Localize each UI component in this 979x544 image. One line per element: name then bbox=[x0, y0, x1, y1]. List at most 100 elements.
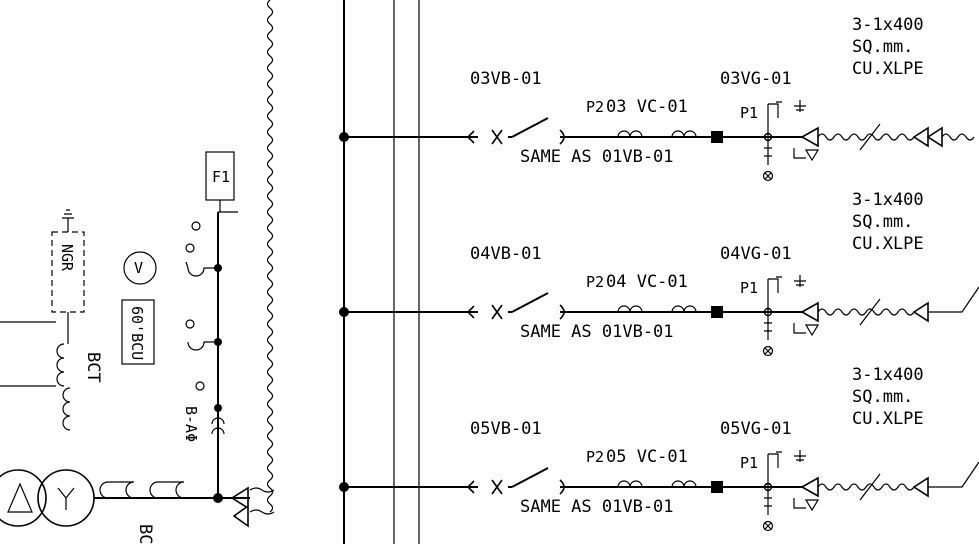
p2-label: P2 bbox=[586, 448, 604, 466]
cable-wave-icon bbox=[817, 308, 915, 316]
ct-icon bbox=[149, 481, 185, 499]
cable-spec-line: CU.XLPE bbox=[852, 59, 924, 79]
transformer-winding-circle bbox=[0, 469, 47, 527]
wye-symbol-icon bbox=[57, 487, 75, 510]
cable-wave-icon bbox=[817, 133, 915, 141]
cable-termination-icon bbox=[800, 126, 819, 148]
left-termination-icon bbox=[230, 486, 249, 528]
remote-termination-icon bbox=[912, 301, 929, 323]
cable-termination-icon bbox=[800, 476, 819, 498]
vt-section: F1 V 60'BCU B-AΦ bbox=[94, 151, 275, 528]
cable-wave-icon bbox=[817, 483, 915, 491]
cable-spec-line: SQ.mm. bbox=[852, 212, 913, 232]
earth-switch-icon bbox=[764, 497, 772, 507]
p2-label: P2 bbox=[586, 273, 604, 291]
ct-tag: 05 VC-01 bbox=[606, 447, 688, 467]
ct-tag: 03 VC-01 bbox=[606, 97, 688, 117]
busbar-group bbox=[343, 0, 420, 544]
disconnect-arrow-icon bbox=[466, 130, 478, 144]
ct-marker-square bbox=[711, 306, 723, 318]
earth-switch-icon bbox=[764, 147, 772, 157]
p2-label: P2 bbox=[586, 98, 604, 116]
surge-arrester-icon bbox=[793, 323, 820, 337]
ngr-label: NGR bbox=[58, 244, 76, 272]
disconnect-arrow-icon bbox=[466, 480, 478, 494]
feeder-05: 05VB-01 05VG-01 05 VC-01 P2 P1 SAME AS 0… bbox=[339, 365, 979, 532]
breaker-switch-blade bbox=[511, 117, 549, 138]
transformer-winding-circle bbox=[37, 469, 95, 527]
bct-coil-icon bbox=[62, 387, 71, 431]
cable-spec-line: CU.XLPE bbox=[852, 409, 924, 429]
cable-tag: 03VG-01 bbox=[720, 69, 792, 89]
p1-label: P1 bbox=[740, 104, 758, 122]
cable-spec-line: SQ.mm. bbox=[852, 387, 913, 407]
relay-icon bbox=[185, 319, 195, 329]
ground-symbol-icon bbox=[768, 450, 806, 468]
pt-coil-icon bbox=[211, 417, 225, 435]
ct-marker-square bbox=[711, 481, 723, 493]
ground-symbol-icon bbox=[62, 209, 74, 232]
p1-label: P1 bbox=[740, 279, 758, 297]
surge-arrester-icon bbox=[793, 498, 820, 512]
transformer-section: BC BCT NGR bbox=[0, 209, 185, 544]
breaker-tag: 03VB-01 bbox=[470, 69, 542, 89]
bcu-label: 60'BCU bbox=[128, 306, 146, 360]
node-dot bbox=[214, 404, 222, 412]
breaker-x-icon bbox=[491, 129, 503, 145]
ct-coil-icon bbox=[617, 480, 643, 488]
cable-spec-line: SQ.mm. bbox=[852, 37, 913, 57]
cable-termination-icon bbox=[800, 301, 819, 323]
lamp-icon bbox=[762, 345, 774, 357]
cable-tag: 05VG-01 bbox=[720, 419, 792, 439]
breaker-tag: 05VB-01 bbox=[470, 419, 542, 439]
bct-label: BCT bbox=[83, 352, 103, 383]
breaker-x-icon bbox=[491, 479, 503, 495]
feeder-04: 04VB-01 04VG-01 04 VC-01 P2 P1 SAME AS 0… bbox=[339, 190, 979, 357]
relay-icon bbox=[195, 381, 205, 391]
breaker-tag: 04VB-01 bbox=[470, 244, 542, 264]
ct-marker-square bbox=[711, 131, 723, 143]
cable-tag: 04VG-01 bbox=[720, 244, 792, 264]
breaker-switch-blade bbox=[511, 292, 549, 313]
bottom-label-fragment: BC bbox=[135, 524, 155, 544]
same-as-note: SAME AS 01VB-01 bbox=[520, 147, 674, 167]
relay-icon bbox=[191, 221, 201, 231]
cable-spec-line: 3-1x400 bbox=[852, 365, 924, 385]
feeder-03: 03VB-01 03VG-01 03 VC-01 P2 P1 SAME AS 0… bbox=[339, 15, 975, 182]
ground-symbol-icon bbox=[768, 100, 806, 118]
ct-coil-icon bbox=[671, 130, 697, 138]
surge-arrester-icon bbox=[793, 148, 820, 162]
voltmeter-label: V bbox=[134, 259, 143, 277]
cable-spec-line: 3-1x400 bbox=[852, 190, 924, 210]
phase-label: B-AΦ bbox=[182, 406, 200, 442]
relay-icon bbox=[185, 243, 195, 253]
cable-spec-line: CU.XLPE bbox=[852, 234, 924, 254]
bct-lead-line bbox=[0, 321, 56, 387]
fuse-box-label: F1 bbox=[212, 168, 230, 186]
p1-label: P1 bbox=[740, 454, 758, 472]
delta-symbol-icon bbox=[7, 482, 33, 513]
remote-termination-icon bbox=[912, 126, 943, 148]
voltmeter-icon bbox=[123, 251, 157, 285]
cable-spec-line: 3-1x400 bbox=[852, 15, 924, 35]
cable-slash bbox=[859, 298, 881, 326]
lamp-icon bbox=[762, 170, 774, 182]
same-as-note: SAME AS 01VB-01 bbox=[520, 322, 674, 342]
ct-coil-icon bbox=[617, 305, 643, 313]
lamp-icon bbox=[762, 520, 774, 532]
cable-slash bbox=[859, 123, 881, 151]
same-as-note: SAME AS 01VB-01 bbox=[520, 497, 674, 517]
ct-coil-icon bbox=[671, 305, 697, 313]
remote-termination-icon bbox=[912, 476, 929, 498]
earth-switch-icon bbox=[764, 322, 772, 332]
bcu-box bbox=[121, 299, 155, 365]
ct-coil-icon bbox=[617, 130, 643, 138]
breaker-x-icon bbox=[491, 304, 503, 320]
breaker-switch-blade bbox=[511, 467, 549, 488]
ct-tag: 04 VC-01 bbox=[606, 272, 688, 292]
cable-slash bbox=[859, 473, 881, 501]
ct-coil-icon bbox=[671, 480, 697, 488]
bct-coil-icon bbox=[56, 343, 65, 387]
